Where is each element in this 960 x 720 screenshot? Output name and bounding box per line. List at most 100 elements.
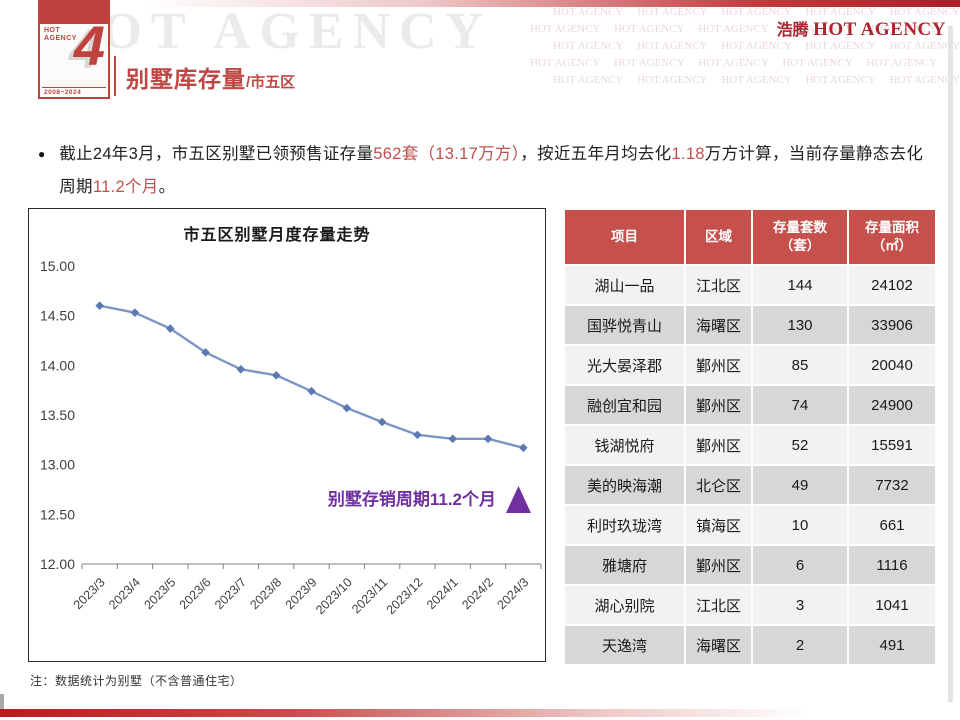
table-header-cell: 项目 [565, 210, 684, 264]
table-cell: 52 [753, 426, 847, 464]
series-line [99, 304, 524, 449]
chapter-logo-tab [38, 0, 110, 24]
y-axis-label: 14.50 [40, 308, 75, 324]
data-point [271, 370, 281, 380]
chapter-logo-box: HOT AGENCY 4 2008~2024 [38, 16, 110, 99]
table-cell: 74 [753, 386, 847, 424]
table-cell: 天逸湾 [565, 626, 684, 664]
table-cell: 49 [753, 466, 847, 504]
data-point [130, 308, 140, 317]
data-point [413, 430, 422, 440]
table-cell: 24102 [849, 266, 935, 304]
y-axis-label: 13.50 [40, 407, 75, 423]
table-cell: 1116 [849, 546, 935, 584]
y-axis-label: 12.00 [40, 556, 75, 572]
inventory-table: 项目 区域 存量套数 （套） 存量面积 （㎡） 湖山一品 江北区 144 24102 国骅悦青山… [565, 210, 935, 664]
table-cell: 20040 [849, 346, 935, 384]
table-cell: 利时玖珑湾 [565, 506, 684, 544]
page-title-main: 别墅库存量 [126, 66, 246, 92]
table-cell: 雅塘府 [565, 546, 684, 584]
chapter-logo-years: 2008~2024 [42, 87, 106, 96]
table-cell: 鄞州区 [686, 386, 751, 424]
x-axis-label: 2023/3 [71, 575, 108, 612]
table-cell: 湖心别院 [565, 586, 684, 624]
table-header-cell: 存量套数 （套） [753, 210, 847, 264]
watermark-row: HOT AGENCY HOT AGENCY HOT AGENCY HOT AGE… [530, 23, 937, 35]
data-point [201, 348, 210, 357]
summary-segment: ，按近五年月均去化 [520, 145, 672, 163]
page-title: 别墅库存量/市五区 [126, 60, 295, 94]
data-point [483, 434, 493, 444]
x-axis-label: 2023/5 [141, 575, 178, 612]
data-point [307, 386, 316, 396]
y-axis-label: 14.00 [40, 357, 75, 373]
watermark-row: HOT AGENCY HOT AGENCY HOT AGENCY HOT AGE… [553, 74, 960, 84]
summary-bullet: ● 截止24年3月，市五区别墅已领预售证存量562套（13.17万方），按近五年… [38, 138, 938, 204]
x-axis-label: 2023/7 [212, 575, 249, 612]
table-cell: 鄞州区 [686, 546, 751, 584]
summary-segment: 11.2个月 [92, 178, 159, 196]
table-cell: 江北区 [686, 266, 751, 304]
table-cell: 北仑区 [686, 466, 751, 504]
table-cell: 镇海区 [686, 506, 751, 544]
top-gradient-bar [142, 0, 960, 7]
watermark-pattern: HOT AGENCY HOT AGENCY HOT AGENCY HOT AGE… [530, 4, 960, 84]
table-cell: 144 [753, 266, 847, 304]
x-axis-label: 2024/3 [495, 575, 532, 612]
chart-title: 市五区别墅月度存量走势 [183, 227, 371, 244]
watermark-row: HOT AGENCY HOT AGENCY HOT AGENCY HOT AGE… [530, 57, 937, 69]
summary-segment: 1.18 [671, 145, 705, 163]
table-cell: 海曙区 [686, 306, 751, 344]
table-cell: 美的映海潮 [565, 466, 684, 504]
table-cell: 6 [753, 546, 847, 584]
right-edge-strip [948, 26, 953, 702]
company-logo-cn: 浩腾 [776, 22, 809, 39]
table-cell: 7732 [849, 466, 935, 504]
table-cell: 鄞州区 [686, 346, 751, 384]
summary-segment: 562套（13.17万方） [373, 145, 521, 163]
inventory-trend-chart: 市五区别墅月度存量走势 15.00 14.50 14.00 13.50 13.00 12.… [28, 208, 546, 662]
table-header-cell: 区域 [686, 210, 751, 264]
y-axis-label: 13.00 [40, 457, 75, 473]
data-point [448, 434, 458, 444]
company-logo-en: HOT AGENCY [813, 19, 946, 40]
x-axis-label: 2023/4 [106, 575, 143, 612]
table-cell: 3 [753, 586, 847, 624]
table-cell: 10 [753, 506, 847, 544]
data-point [342, 403, 352, 413]
title-divider [114, 56, 116, 96]
annotation-text: 别墅存销周期11.2个月 [327, 489, 496, 509]
bullet-icon: ● [38, 147, 46, 161]
summary-segment: 截止24年3月，市五区别墅已领预售证存量 [59, 145, 374, 163]
chapter-number: 4 [73, 14, 105, 77]
table-cell: 海曙区 [686, 626, 751, 664]
table-cell: 491 [849, 626, 935, 664]
data-point [377, 417, 387, 427]
x-axis-label: 2024/2 [459, 575, 496, 612]
x-axis-label: 2023/10 [313, 575, 355, 617]
table-cell: 85 [753, 346, 847, 384]
table-cell: 24900 [849, 386, 935, 424]
chapter-logo-brand: HOT AGENCY [44, 27, 77, 42]
data-point [95, 301, 104, 311]
line-chart-canvas: 15.00 14.50 14.00 13.50 13.00 12.50 12.00 2023/… [40, 258, 542, 617]
company-logo: 浩腾 HOT AGENCY [777, 16, 946, 41]
data-point [236, 365, 246, 374]
table-cell: 33906 [849, 306, 935, 344]
table-cell: 661 [849, 506, 935, 544]
summary-text: 截止24年3月，市五区别墅已领预售证存量562套（13.17万方），按近五年月均… [59, 138, 938, 204]
x-axis-label: 2023/6 [177, 575, 214, 612]
table-cell: 国骅悦青山 [565, 306, 684, 344]
table-cell: 130 [753, 306, 847, 344]
table-cell: 江北区 [686, 586, 751, 624]
summary-segment: 万方计算，当前存量静态去化周期 [59, 145, 924, 196]
watermark-row: HOT AGENCY HOT AGENCY HOT AGENCY HOT AGE… [553, 40, 960, 52]
table-header-cell: 存量面积 （㎡） [849, 210, 935, 264]
x-axis-label: 2024/1 [424, 575, 461, 612]
table-cell: 融创宜和园 [565, 386, 684, 424]
x-axis-label: 2023/11 [349, 575, 390, 616]
y-axis-label: 15.00 [40, 258, 75, 274]
table-cell: 鄞州区 [686, 426, 751, 464]
x-axis-label: 2023/8 [247, 575, 284, 612]
